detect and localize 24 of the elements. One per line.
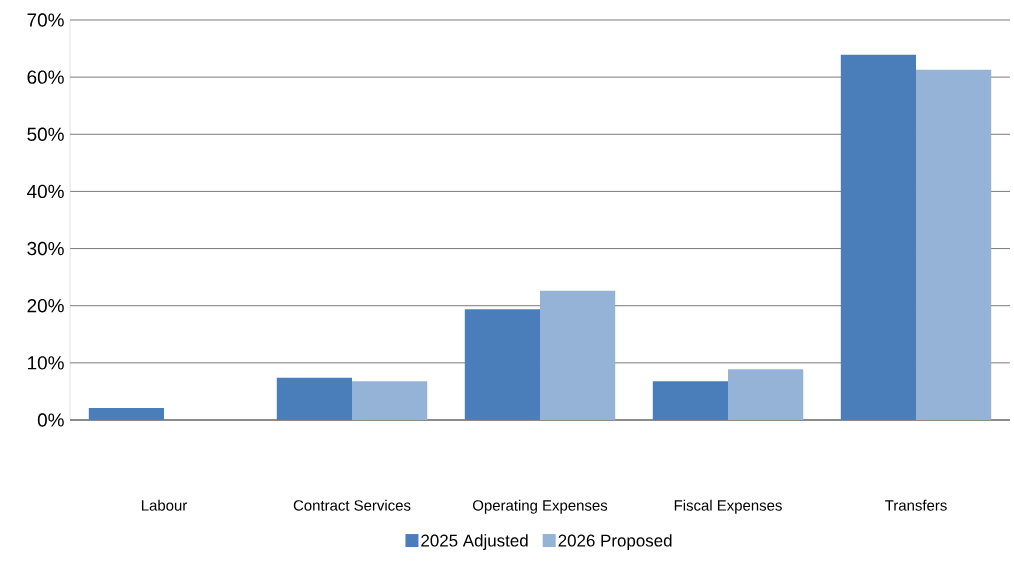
bar (352, 381, 428, 420)
bar (464, 309, 541, 420)
bar (652, 381, 729, 420)
y-tick-label: 50% (27, 127, 64, 141)
y-tick-label: 20% (27, 299, 64, 313)
legend-label: 2025 Adjusted (421, 534, 528, 550)
x-tick-label: Fiscal Expenses (674, 499, 782, 514)
y-tick-label: 10% (28, 356, 64, 370)
bar (276, 377, 353, 420)
x-tick-label: Contract Services (293, 499, 411, 511)
bar (728, 369, 804, 420)
y-tick-label: 60% (27, 70, 64, 84)
bar (88, 407, 165, 420)
y-tick-label: 30% (27, 241, 64, 256)
x-tick-label: Operating Expenses (473, 499, 608, 514)
x-tick-label: Labour (141, 499, 188, 511)
y-tick-label: 40% (27, 184, 64, 199)
bar (840, 54, 917, 420)
legend-label: 2026 Proposed (558, 534, 672, 550)
x-tick-label: Transfers (885, 499, 947, 511)
bar (540, 290, 616, 420)
bar (916, 69, 992, 420)
y-tick-label: 0% (37, 413, 64, 427)
y-tick-label: 70% (27, 13, 64, 27)
